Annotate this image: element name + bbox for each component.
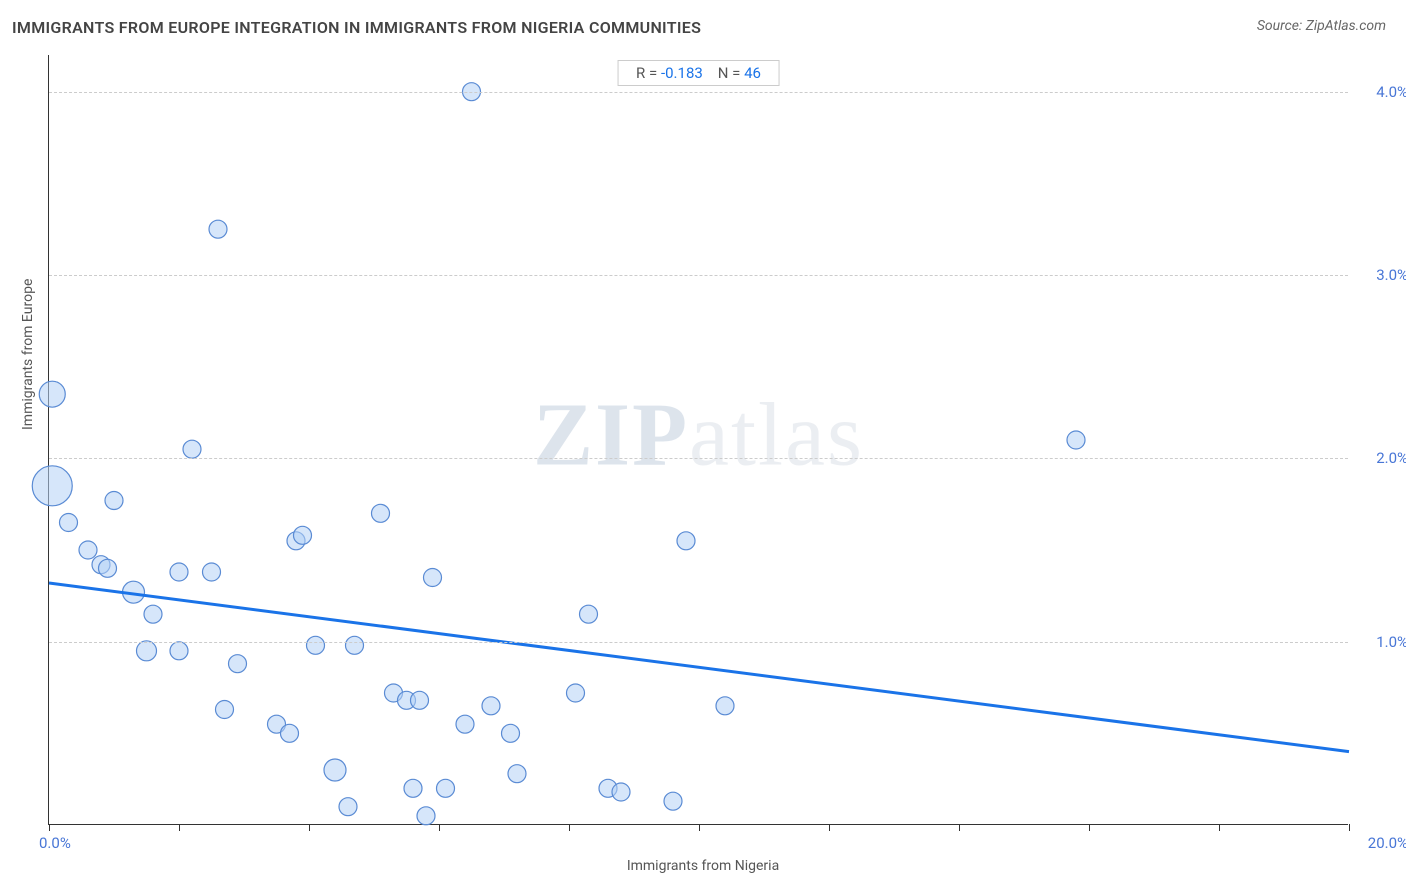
data-point [346,636,364,654]
x-tick [439,824,440,831]
data-point [183,440,201,458]
gridline [49,92,1348,93]
data-point [144,605,162,623]
data-point [437,779,455,797]
data-point [105,492,123,510]
data-point [677,532,695,550]
x-tick [959,824,960,831]
y-tick-label: 1.0% [1376,633,1406,651]
data-point [456,715,474,733]
n-label: N = [718,64,744,82]
stats-box: R = -0.183 N = 46 [617,60,780,86]
r-label: R = [636,64,661,82]
data-point [294,526,312,544]
x-axis-label: Immigrants from Nigeria [0,858,1406,874]
x-tick [569,824,570,831]
data-point [170,563,188,581]
x-axis-min-label: 0.0% [39,834,71,852]
data-point [1067,431,1085,449]
data-point [716,697,734,715]
x-tick [179,824,180,831]
x-tick [699,824,700,831]
data-point [508,765,526,783]
gridline [49,275,1348,276]
n-value: 46 [744,64,761,82]
x-tick [309,824,310,831]
data-point [216,701,234,719]
data-point [404,779,422,797]
data-point [567,684,585,702]
chart-title: IMMIGRANTS FROM EUROPE INTEGRATION IN IM… [12,18,701,37]
x-tick [1219,824,1220,831]
gridline [49,458,1348,459]
data-point [411,691,429,709]
data-point [60,514,78,532]
data-point [307,636,325,654]
scatter-plot-svg [49,55,1348,824]
y-tick-label: 3.0% [1376,266,1406,284]
x-axis-max-label: 20.0% [1368,834,1406,852]
data-point [372,504,390,522]
data-point [612,783,630,801]
x-tick [49,824,50,831]
data-point [229,655,247,673]
data-point [203,563,221,581]
data-point [424,569,442,587]
data-point [137,641,157,661]
x-tick [1089,824,1090,831]
data-point [39,381,65,407]
data-point [482,697,500,715]
data-point [32,466,72,506]
gridline [49,642,1348,643]
data-point [170,642,188,660]
data-point [99,559,117,577]
data-point [664,792,682,810]
y-axis-label: Immigrants from Europe [20,279,36,430]
data-point [502,724,520,742]
source-attribution: Source: ZipAtlas.com [1257,18,1386,34]
data-point [580,605,598,623]
chart-plot-area: ZIPatlas R = -0.183 N = 46 0.0% 20.0% 1.… [48,55,1348,825]
data-point [417,807,435,825]
x-tick [1349,824,1350,831]
data-point [324,759,346,781]
x-tick [829,824,830,831]
y-tick-label: 2.0% [1376,449,1406,467]
data-point [209,220,227,238]
data-point [79,541,97,559]
data-point [339,798,357,816]
y-tick-label: 4.0% [1376,83,1406,101]
data-point [281,724,299,742]
r-value: -0.183 [661,64,703,82]
